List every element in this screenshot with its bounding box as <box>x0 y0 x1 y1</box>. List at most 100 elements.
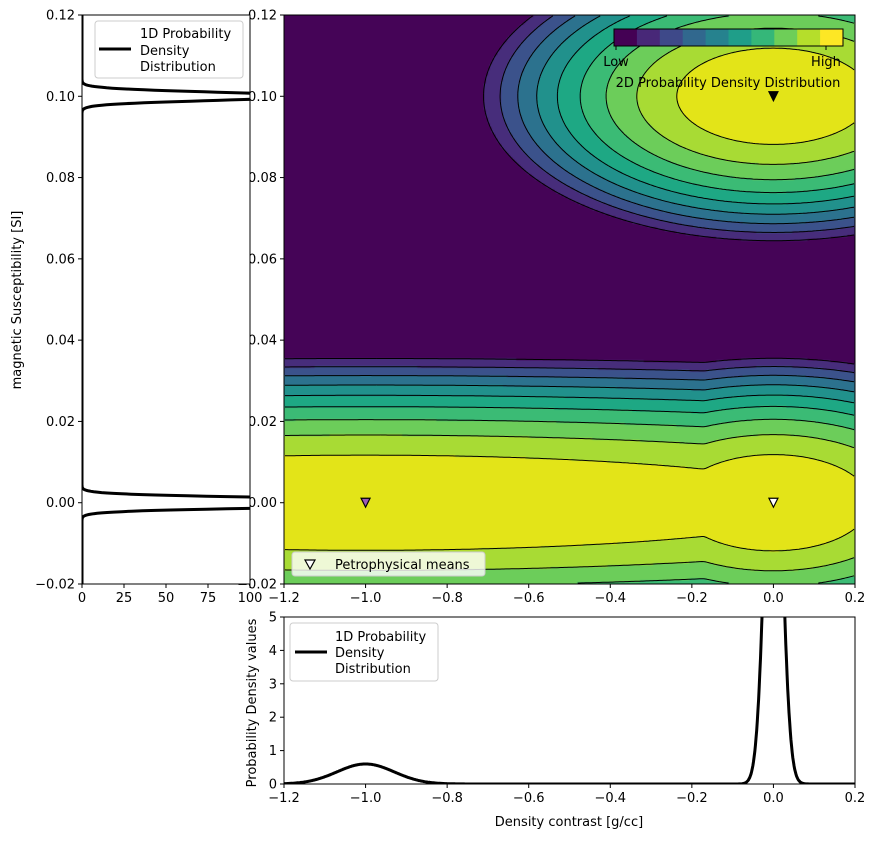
main-x-tick-label: 0.2 <box>845 591 866 606</box>
bottom-density-curve <box>284 617 855 784</box>
bottom-y-axis-label: Probability Density values <box>245 618 260 787</box>
contour-line-level-2 <box>285 15 855 374</box>
contour-line-level-5 <box>285 15 855 404</box>
left-y-tick-label: 0.10 <box>46 90 75 105</box>
bottom-legend-label-line-2: Density <box>335 646 385 661</box>
colorbar-cell-3 <box>659 29 684 46</box>
left-legend-label-line-2: Density <box>140 44 190 59</box>
colorbar-cells <box>614 29 844 46</box>
bottom-legend[interactable]: 1D Probability Density Distribution <box>289 622 439 682</box>
mean-marker-3[interactable] <box>767 91 779 103</box>
left-y-ticks: −0.02 0.00 0.02 0.04 0.06 0.08 0.10 0.12 <box>35 9 82 593</box>
main-x-tick-label: 0.0 <box>763 591 784 606</box>
main-x-tick-label: −0.8 <box>431 591 463 606</box>
means-legend-label: Petrophysical means <box>335 558 470 573</box>
bottom-marginal-panel: −1.2 −1.0 −0.8 −0.6 −0.4 −0.2 0.0 0.2 0 1 2 3 4 5 De… <box>245 611 865 831</box>
colorbar-cell-6 <box>728 29 752 46</box>
left-x-tick-label: 25 <box>116 591 133 606</box>
contour-line-level-1 <box>285 15 855 365</box>
main-x-ticks: −1.2 −1.0 −0.8 −0.6 −0.4 −0.2 0.0 0.2 <box>268 584 865 606</box>
left-y-tick-label: 0.08 <box>46 171 75 186</box>
bottom-x-tick-label: −0.6 <box>513 791 545 806</box>
bottom-y-tick-label: 0 <box>269 778 277 793</box>
main-frame <box>283 14 856 585</box>
colorbar-cell-5 <box>705 29 729 46</box>
bottom-x-tick-label: 0.2 <box>845 791 866 806</box>
left-y-tick-label: 0.12 <box>46 9 75 24</box>
left-x-tick-label: 75 <box>200 591 217 606</box>
bottom-y-ticks: 0 1 2 3 4 5 <box>269 611 284 793</box>
colorbar-cell-8 <box>774 29 798 46</box>
bottom-legend-box <box>289 622 439 682</box>
bottom-x-axis-label: Density contrast [g/cc] <box>495 815 643 830</box>
contour-line-level-9 <box>285 47 855 552</box>
bottom-legend-label-line-1: 1D Probability <box>335 630 426 645</box>
main-x-tick-label: −0.6 <box>513 591 545 606</box>
main-x-tick-label: −1.2 <box>268 591 300 606</box>
bottom-x-tick-label: −0.2 <box>676 791 708 806</box>
bottom-y-tick-label: 3 <box>269 677 277 692</box>
means-legend-box <box>291 551 486 577</box>
bottom-frame <box>283 616 856 785</box>
left-legend-label-line-3: Distribution <box>140 60 216 75</box>
colorbar-cell-9 <box>797 29 821 46</box>
bottom-legend-label-line-3: Distribution <box>335 662 411 677</box>
means-legend[interactable]: Petrophysical means <box>291 551 486 577</box>
main-x-tick-label: −0.4 <box>594 591 626 606</box>
petrophysical-mean-markers <box>360 91 779 509</box>
left-x-tick-label: 50 <box>158 591 175 606</box>
bottom-x-tick-label: −0.8 <box>431 791 463 806</box>
main-y-ticks: −0.020.000.020.040.060.080.100.12 <box>237 9 284 593</box>
colorbar-cell-2 <box>636 29 661 46</box>
colorbar-low-label: Low <box>603 55 629 70</box>
left-marginal-panel: 0 25 50 75 100 −0.02 0.00 0.02 0.04 0.06 0.08 0.10… <box>10 9 263 607</box>
main-y-tick-label: 0.00 <box>248 496 277 511</box>
left-density-curve <box>82 15 250 584</box>
left-x-tick-label: 100 <box>238 591 263 606</box>
main-x-tick-label: −1.0 <box>350 591 382 606</box>
colorbar-cell-4 <box>682 29 707 46</box>
colorbar-cell-10 <box>820 29 844 46</box>
bottom-x-tick-label: −1.2 <box>268 791 300 806</box>
bottom-y-tick-label: 4 <box>269 644 277 659</box>
colorbar-frame <box>613 28 844 47</box>
bottom-y-tick-label: 2 <box>269 711 277 726</box>
contour-line-level-4 <box>285 15 855 393</box>
main-y-tick-label: 0.10 <box>248 90 277 105</box>
colorbar-cell-1 <box>614 29 638 46</box>
main-x-tick-label: −0.2 <box>676 591 708 606</box>
bottom-y-tick-label: 5 <box>269 611 277 626</box>
left-y-tick-label: −0.02 <box>35 578 75 593</box>
main-y-tick-label: 0.04 <box>248 334 277 349</box>
mean-marker-1[interactable] <box>360 497 372 509</box>
left-y-axis-label: magnetic Susceptibility [SI] <box>10 211 25 390</box>
main-contour-panel: −1.2 −1.0 −0.8 −0.6 −0.4 −0.2 0.0 0.2 −0.020.00… <box>237 9 865 607</box>
left-y-tick-label: 0.04 <box>46 334 75 349</box>
colorbar-cell-7 <box>751 29 775 46</box>
colorbar-high-label: High <box>811 55 841 70</box>
mean-marker-2[interactable] <box>767 497 779 509</box>
left-legend[interactable]: 1D Probability Density Distribution <box>94 20 244 79</box>
contour-line-level-3 <box>285 15 855 383</box>
left-legend-box <box>94 20 244 79</box>
bottom-x-tick-label: 0.0 <box>763 791 784 806</box>
left-y-tick-label: 0.06 <box>46 252 75 267</box>
main-y-tick-label: 0.12 <box>248 9 277 24</box>
left-y-tick-label: 0.02 <box>46 415 75 430</box>
means-legend-marker-icon <box>303 559 317 571</box>
bottom-x-ticks: −1.2 −1.0 −0.8 −0.6 −0.4 −0.2 0.0 0.2 <box>268 784 865 806</box>
contour-fill <box>284 15 855 584</box>
bottom-x-tick-label: −1.0 <box>350 791 382 806</box>
main-y-tick-label: 0.08 <box>248 171 277 186</box>
left-y-tick-label: 0.00 <box>46 496 75 511</box>
left-legend-label-line-1: 1D Probability <box>140 27 231 42</box>
left-x-ticks: 0 25 50 75 100 <box>78 584 263 606</box>
main-y-tick-label: 0.02 <box>248 415 277 430</box>
colorbar: Low High 2D Probability Density Distribu… <box>603 28 844 91</box>
bottom-y-tick-label: 1 <box>269 744 277 759</box>
bottom-x-tick-label: −0.4 <box>594 791 626 806</box>
colorbar-title: 2D Probability Density Distribution <box>616 76 841 91</box>
contour-line-level-6 <box>285 15 855 416</box>
left-x-tick-label: 0 <box>78 591 86 606</box>
